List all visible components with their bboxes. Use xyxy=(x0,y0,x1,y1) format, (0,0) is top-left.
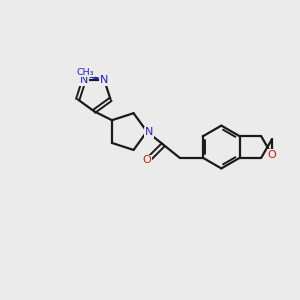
Text: O: O xyxy=(142,155,151,165)
Text: O: O xyxy=(268,150,276,160)
Text: CH₃: CH₃ xyxy=(77,68,94,76)
Text: N: N xyxy=(100,75,109,85)
Text: N: N xyxy=(145,128,154,137)
Text: N: N xyxy=(80,75,88,85)
